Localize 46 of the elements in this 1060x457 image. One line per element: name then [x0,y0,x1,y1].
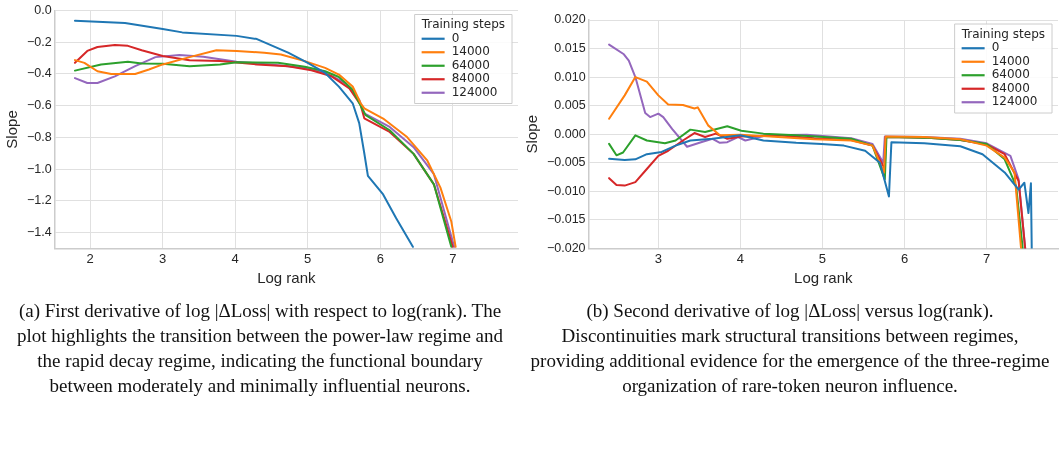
legend-label: 0 [991,40,1000,55]
legend-label: 64000 [991,67,1030,82]
y-tick-label: −0.8 [26,129,52,144]
y-tick-label: 0.015 [554,41,586,55]
y-tick-label: −1.0 [26,161,52,176]
x-tick-label: 6 [900,250,909,266]
y-tick-label: 0.000 [554,126,586,141]
y-axis-title: Slope [523,115,541,154]
legend-label: 14000 [991,53,1030,68]
y-tick-label: −0.010 [546,183,586,198]
text: (b) Second derivative of log |ΔLoss| versus log(rank). Discontinuities mark structural transitions between regimes, providing additional evidence for the emergence of the three-regime organization of rare-token neuron influence. [530,299,1050,398]
x-tick-label: 6 [376,250,384,266]
x-tick-label: 5 [304,250,312,266]
y-tick-label: 0.0 [34,2,52,17]
x-axis-title: Log rank [794,269,853,287]
y-tick-label: −1.2 [26,193,52,208]
x-tick-label: 7 [982,250,991,266]
y-tick-label: 0.020 [554,12,586,27]
x-tick-label: 3 [159,250,167,266]
x-tick-label: 3 [654,250,662,266]
x-tick-label: 4 [231,250,239,266]
y-tick-label: −0.015 [546,212,586,227]
x-tick-label: 4 [736,250,745,266]
legend-label: 84000 [991,80,1030,95]
y-tick-label: −0.6 [26,98,52,113]
y-tick-label: −0.4 [26,66,52,81]
x-axis-title: Log rank [257,269,317,287]
x-tick-label: 2 [86,250,94,266]
y-tick-label: 0.010 [554,69,586,84]
y-tick-label: −1.4 [26,224,52,239]
y-tick-label: −0.020 [546,240,586,255]
legend-label: 84000 [451,71,490,86]
x-tick-label: 7 [449,250,457,266]
legend-label: 64000 [451,57,490,72]
legend-title: Training steps [420,17,505,32]
y-tick-label: 0.005 [554,98,586,113]
y-axis-title: Slope [3,110,21,149]
legend-label: 124000 [991,94,1038,109]
x-tick-label: 5 [818,250,827,266]
legend-label: 0 [451,30,460,45]
y-tick-label: −0.005 [546,155,586,170]
text: (a) First derivative of log |ΔLoss| with respect to log(rank). The plot highlights the transition between the power-law regime and the rapid decay regime, indicating the functional boundary between moderately and minimally influential neurons. [15,299,505,398]
legend-label: 14000 [451,44,490,59]
legend-label: 124000 [451,84,498,99]
legend-title: Training steps [960,26,1045,41]
y-tick-label: −0.2 [26,34,52,49]
